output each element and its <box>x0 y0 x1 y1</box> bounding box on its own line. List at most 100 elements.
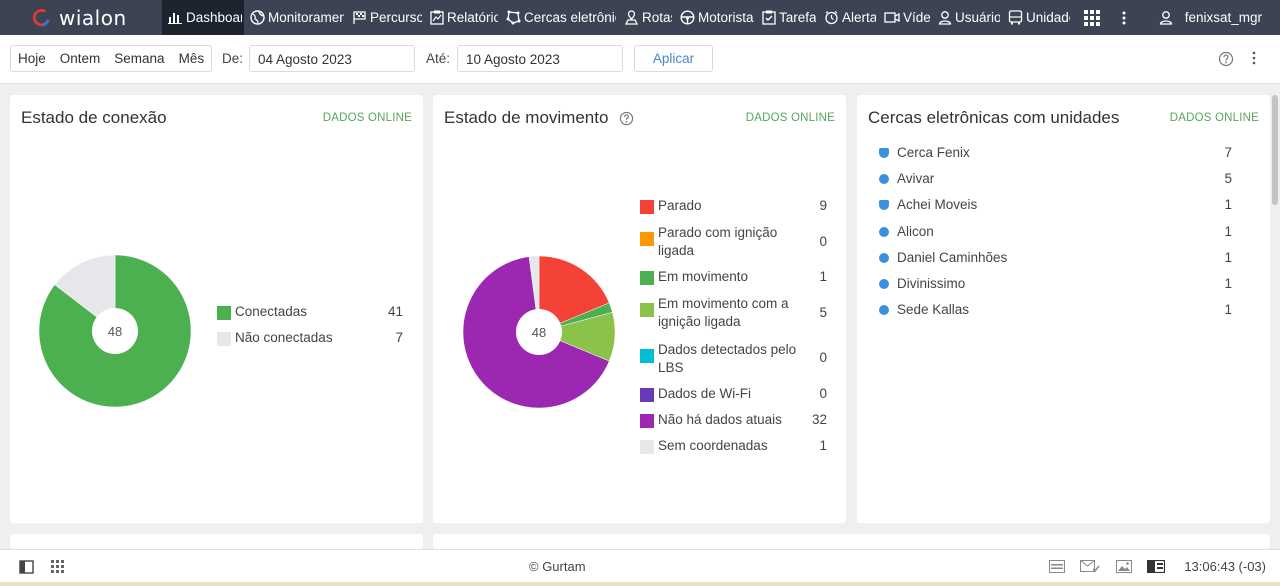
online-data-badge: DADOS ONLINE <box>322 112 412 124</box>
more-menu-button[interactable] <box>1111 0 1137 35</box>
period-month[interactable]: Mês <box>178 51 205 66</box>
geofence-count: 7 <box>1224 145 1232 160</box>
geofence-name: Achei Moveis <box>897 197 978 212</box>
layout-button[interactable] <box>1146 559 1166 578</box>
pie-slice[interactable] <box>54 254 116 332</box>
apply-button[interactable]: Aplicar <box>634 45 713 72</box>
wialon-logo[interactable]: wialon <box>0 0 162 35</box>
geofence-item[interactable]: Cerca Fenix <box>879 145 970 160</box>
pie-center <box>516 309 562 355</box>
nav-monitoramento[interactable]: Monitoramento <box>244 0 346 35</box>
period-yesterday[interactable]: Ontem <box>59 51 101 66</box>
route-icon <box>624 10 639 25</box>
page-scrollbar[interactable] <box>1272 95 1278 205</box>
legend-count: 0 <box>819 234 827 249</box>
period-week[interactable]: Semana <box>114 51 165 66</box>
nav-motoristas[interactable]: Motoristas <box>674 0 756 35</box>
legend-item: Em movimento com a ignição ligada <box>640 295 800 331</box>
pie-slice[interactable] <box>38 254 192 408</box>
geofence-item[interactable]: Achei Moveis <box>879 197 977 212</box>
card-title: Estado de conexão <box>21 108 167 127</box>
bottom-edge <box>0 582 1280 586</box>
geofence-name: Avivar <box>897 171 935 186</box>
circle-geofence-icon <box>879 252 889 263</box>
nav-right-area: fenixsat_mgr <box>1073 0 1280 35</box>
circle-geofence-icon <box>879 304 889 315</box>
to-label: Até: <box>426 51 451 66</box>
online-data-badge: DADOS ONLINE <box>745 112 835 124</box>
nav-label: Cercas eletrônicas <box>524 10 616 25</box>
geofence-item[interactable]: Daniel Caminhões <box>879 250 1007 265</box>
help-button[interactable] <box>619 111 635 127</box>
circle-geofence-icon <box>879 173 889 184</box>
geofence-count: 5 <box>1224 171 1232 186</box>
legend-count: 1 <box>819 269 827 284</box>
notifications-button[interactable] <box>1080 560 1100 578</box>
alarm-icon <box>825 11 838 25</box>
legend-count: 1 <box>819 438 827 453</box>
nav-label: Motoristas <box>698 10 754 25</box>
geofence-count: 1 <box>1224 197 1232 212</box>
geofence-name: Daniel Caminhões <box>897 250 1008 265</box>
nav-unidades[interactable]: Unidades <box>1002 0 1072 35</box>
geofence-icon <box>506 10 521 25</box>
legend-item: Parado com ignição ligada <box>640 224 800 260</box>
legend-swatch <box>640 440 654 454</box>
card-title: Estado de movimento <box>444 108 609 127</box>
nav-video[interactable]: Vídeo <box>878 0 932 35</box>
help-icon <box>619 111 634 126</box>
legend-label: Dados de Wi-Fi <box>658 386 752 401</box>
nav-relatorios[interactable]: Relatórios <box>424 0 500 35</box>
copyright: © Gurtam <box>529 559 586 574</box>
pie-center <box>92 308 138 354</box>
legend-count: 0 <box>819 350 827 365</box>
from-date-field[interactable]: 04 Agosto 2023 <box>249 45 415 72</box>
footer: © Gurtam 13:06:43 (-03) <box>0 549 1280 582</box>
bar-chart-icon <box>168 13 182 24</box>
sidebar-icon <box>19 560 34 574</box>
nav-rotas[interactable]: Rotas <box>618 0 674 35</box>
geofence-item[interactable]: Sede Kallas <box>879 302 969 317</box>
nav-dashboard[interactable]: Dashboard <box>162 0 244 35</box>
nav-alertas[interactable]: Alertas <box>818 0 878 35</box>
legend-swatch <box>640 303 654 317</box>
nav-usuarios[interactable]: Usuários <box>932 0 1002 35</box>
circle-geofence-icon <box>879 278 889 289</box>
nav-cercas[interactable]: Cercas eletrônicas <box>500 0 618 35</box>
geofence-item[interactable]: Avivar <box>879 171 934 186</box>
legend-swatch <box>640 232 654 246</box>
gallery-button[interactable] <box>1116 560 1132 578</box>
legend-label: Parado <box>658 198 702 213</box>
grid-icon <box>51 560 64 573</box>
circle-geofence-icon <box>879 226 889 237</box>
toggle-sidebar-button[interactable] <box>19 560 34 579</box>
legend-item: Conectadas <box>217 304 307 320</box>
apps-grid-button[interactable] <box>1073 0 1111 35</box>
user-menu[interactable]: fenixsat_mgr <box>1137 0 1280 35</box>
geofence-item[interactable]: Alicon <box>879 224 934 239</box>
pie-slice[interactable] <box>538 255 610 333</box>
card-title: Cercas eletrônicas com unidades <box>868 108 1120 127</box>
geofence-item[interactable]: Divinissimo <box>879 276 965 291</box>
nav-label: Vídeo <box>903 10 930 25</box>
legend-label: Em movimento <box>658 269 749 284</box>
to-date-field[interactable]: 10 Agosto 2023 <box>457 45 623 72</box>
legend-item: Não há dados atuais <box>640 412 800 428</box>
nav-label: Rotas <box>642 10 672 25</box>
settings-menu-button[interactable] <box>1252 51 1262 67</box>
help-button[interactable] <box>1218 51 1234 67</box>
mail-check-icon <box>1080 560 1100 573</box>
clock: 13:06:43 (-03) <box>1184 559 1266 574</box>
messages-button[interactable] <box>1049 560 1065 578</box>
nav-label: Tarefas <box>779 10 816 25</box>
nav-percurso[interactable]: Percurso <box>346 0 424 35</box>
apps-button[interactable] <box>51 560 65 579</box>
geofence-count: 1 <box>1224 302 1232 317</box>
geofence-count: 1 <box>1224 250 1232 265</box>
polygon-geofence-icon <box>879 147 889 158</box>
nav-tarefas[interactable]: Tarefas <box>756 0 818 35</box>
globe-icon <box>250 10 265 25</box>
period-today[interactable]: Hoje <box>18 51 46 66</box>
legend-item: Dados de Wi-Fi <box>640 386 800 402</box>
next-card <box>10 534 423 549</box>
